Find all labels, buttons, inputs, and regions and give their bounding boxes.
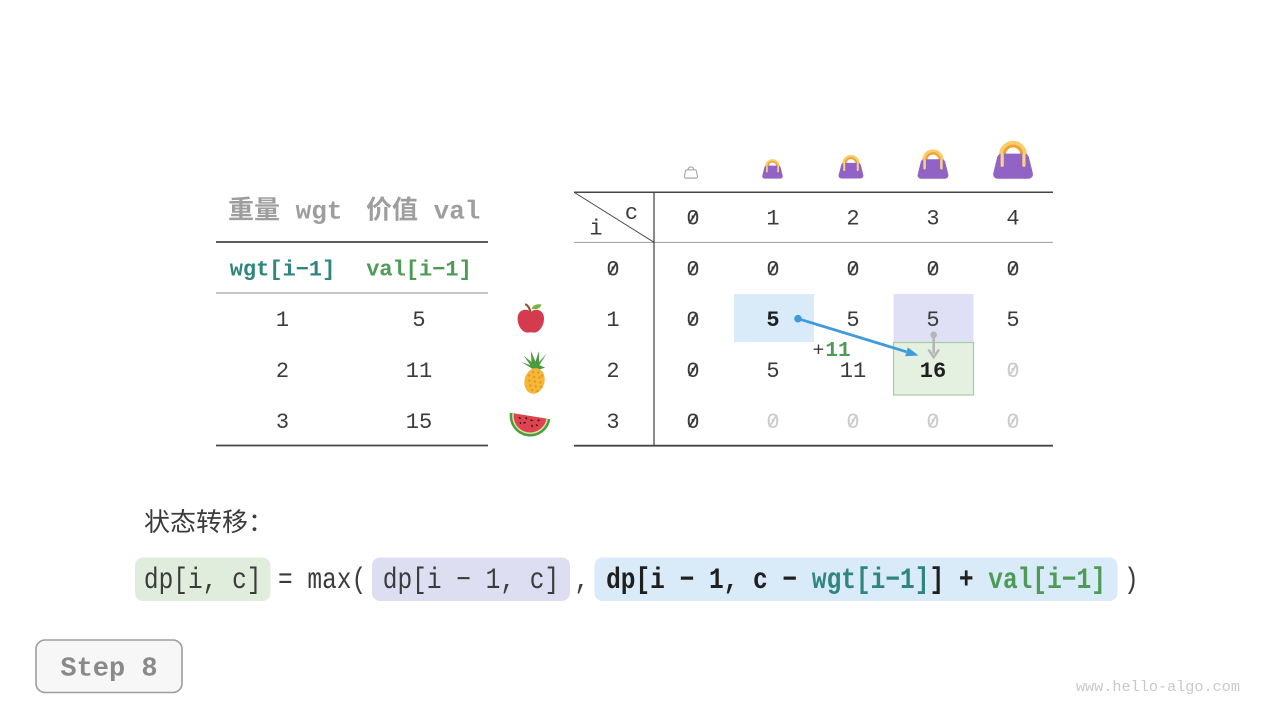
svg-text:0: 0 — [846, 258, 859, 283]
svg-text:Step 8: Step 8 — [60, 655, 157, 685]
svg-text:c: c — [625, 201, 638, 226]
svg-text:11: 11 — [825, 340, 850, 363]
svg-text:]: ] — [930, 564, 945, 598]
svg-text:5: 5 — [766, 359, 779, 384]
svg-text:1: 1 — [766, 207, 779, 232]
svg-text:5: 5 — [1006, 308, 1019, 333]
svg-text:wgt[i−1]: wgt[i−1] — [230, 258, 336, 283]
svg-text:): ) — [1124, 564, 1139, 598]
svg-text:0: 0 — [1006, 359, 1019, 384]
svg-text:0: 0 — [686, 410, 699, 435]
svg-text:,: , — [575, 564, 590, 598]
svg-text:3: 3 — [926, 207, 939, 232]
svg-text:2: 2 — [846, 207, 859, 232]
svg-text:3: 3 — [276, 410, 289, 435]
svg-text:11: 11 — [840, 359, 866, 384]
svg-text:0: 0 — [606, 258, 619, 283]
svg-text:0: 0 — [1006, 258, 1019, 283]
svg-text:0: 0 — [686, 308, 699, 333]
svg-text:= max(: = max( — [278, 564, 366, 598]
svg-text:5: 5 — [846, 308, 859, 333]
svg-text:0: 0 — [926, 258, 939, 283]
svg-text:+: + — [813, 339, 825, 361]
svg-text:0: 0 — [686, 207, 699, 232]
svg-text:i: i — [589, 217, 602, 242]
svg-text:dp[i − 1, c]: dp[i − 1, c] — [383, 564, 559, 598]
svg-text:0: 0 — [846, 410, 859, 435]
svg-text:2: 2 — [606, 359, 619, 384]
svg-text:0: 0 — [686, 359, 699, 384]
svg-text:4: 4 — [1006, 207, 1019, 232]
svg-text:+: + — [959, 564, 974, 598]
svg-text:wgt[i−1]: wgt[i−1] — [812, 564, 930, 598]
svg-text:wgt: wgt — [296, 197, 343, 227]
svg-text:0: 0 — [1006, 410, 1019, 435]
svg-text:15: 15 — [406, 410, 432, 435]
svg-text:val: val — [434, 197, 481, 227]
svg-text:2: 2 — [276, 359, 289, 384]
svg-text:1: 1 — [606, 308, 619, 333]
svg-text:dp[i, c]: dp[i, c] — [144, 564, 262, 598]
svg-text:0: 0 — [686, 258, 699, 283]
svg-text:5: 5 — [926, 308, 939, 333]
svg-text:www.hello-algo.com: www.hello-algo.com — [1076, 678, 1240, 696]
svg-text:5: 5 — [766, 308, 779, 333]
svg-text:0: 0 — [926, 410, 939, 435]
svg-text:11: 11 — [406, 359, 432, 384]
svg-text:val[i−1]: val[i−1] — [366, 258, 472, 283]
svg-text:16: 16 — [920, 359, 946, 384]
svg-text:3: 3 — [606, 410, 619, 435]
svg-text:1: 1 — [276, 308, 289, 333]
svg-text:0: 0 — [766, 258, 779, 283]
svg-text:dp[i − 1, c −: dp[i − 1, c − — [606, 564, 797, 598]
svg-text:0: 0 — [766, 410, 779, 435]
svg-text:5: 5 — [412, 308, 425, 333]
svg-text:val[i−1]: val[i−1] — [988, 564, 1106, 598]
